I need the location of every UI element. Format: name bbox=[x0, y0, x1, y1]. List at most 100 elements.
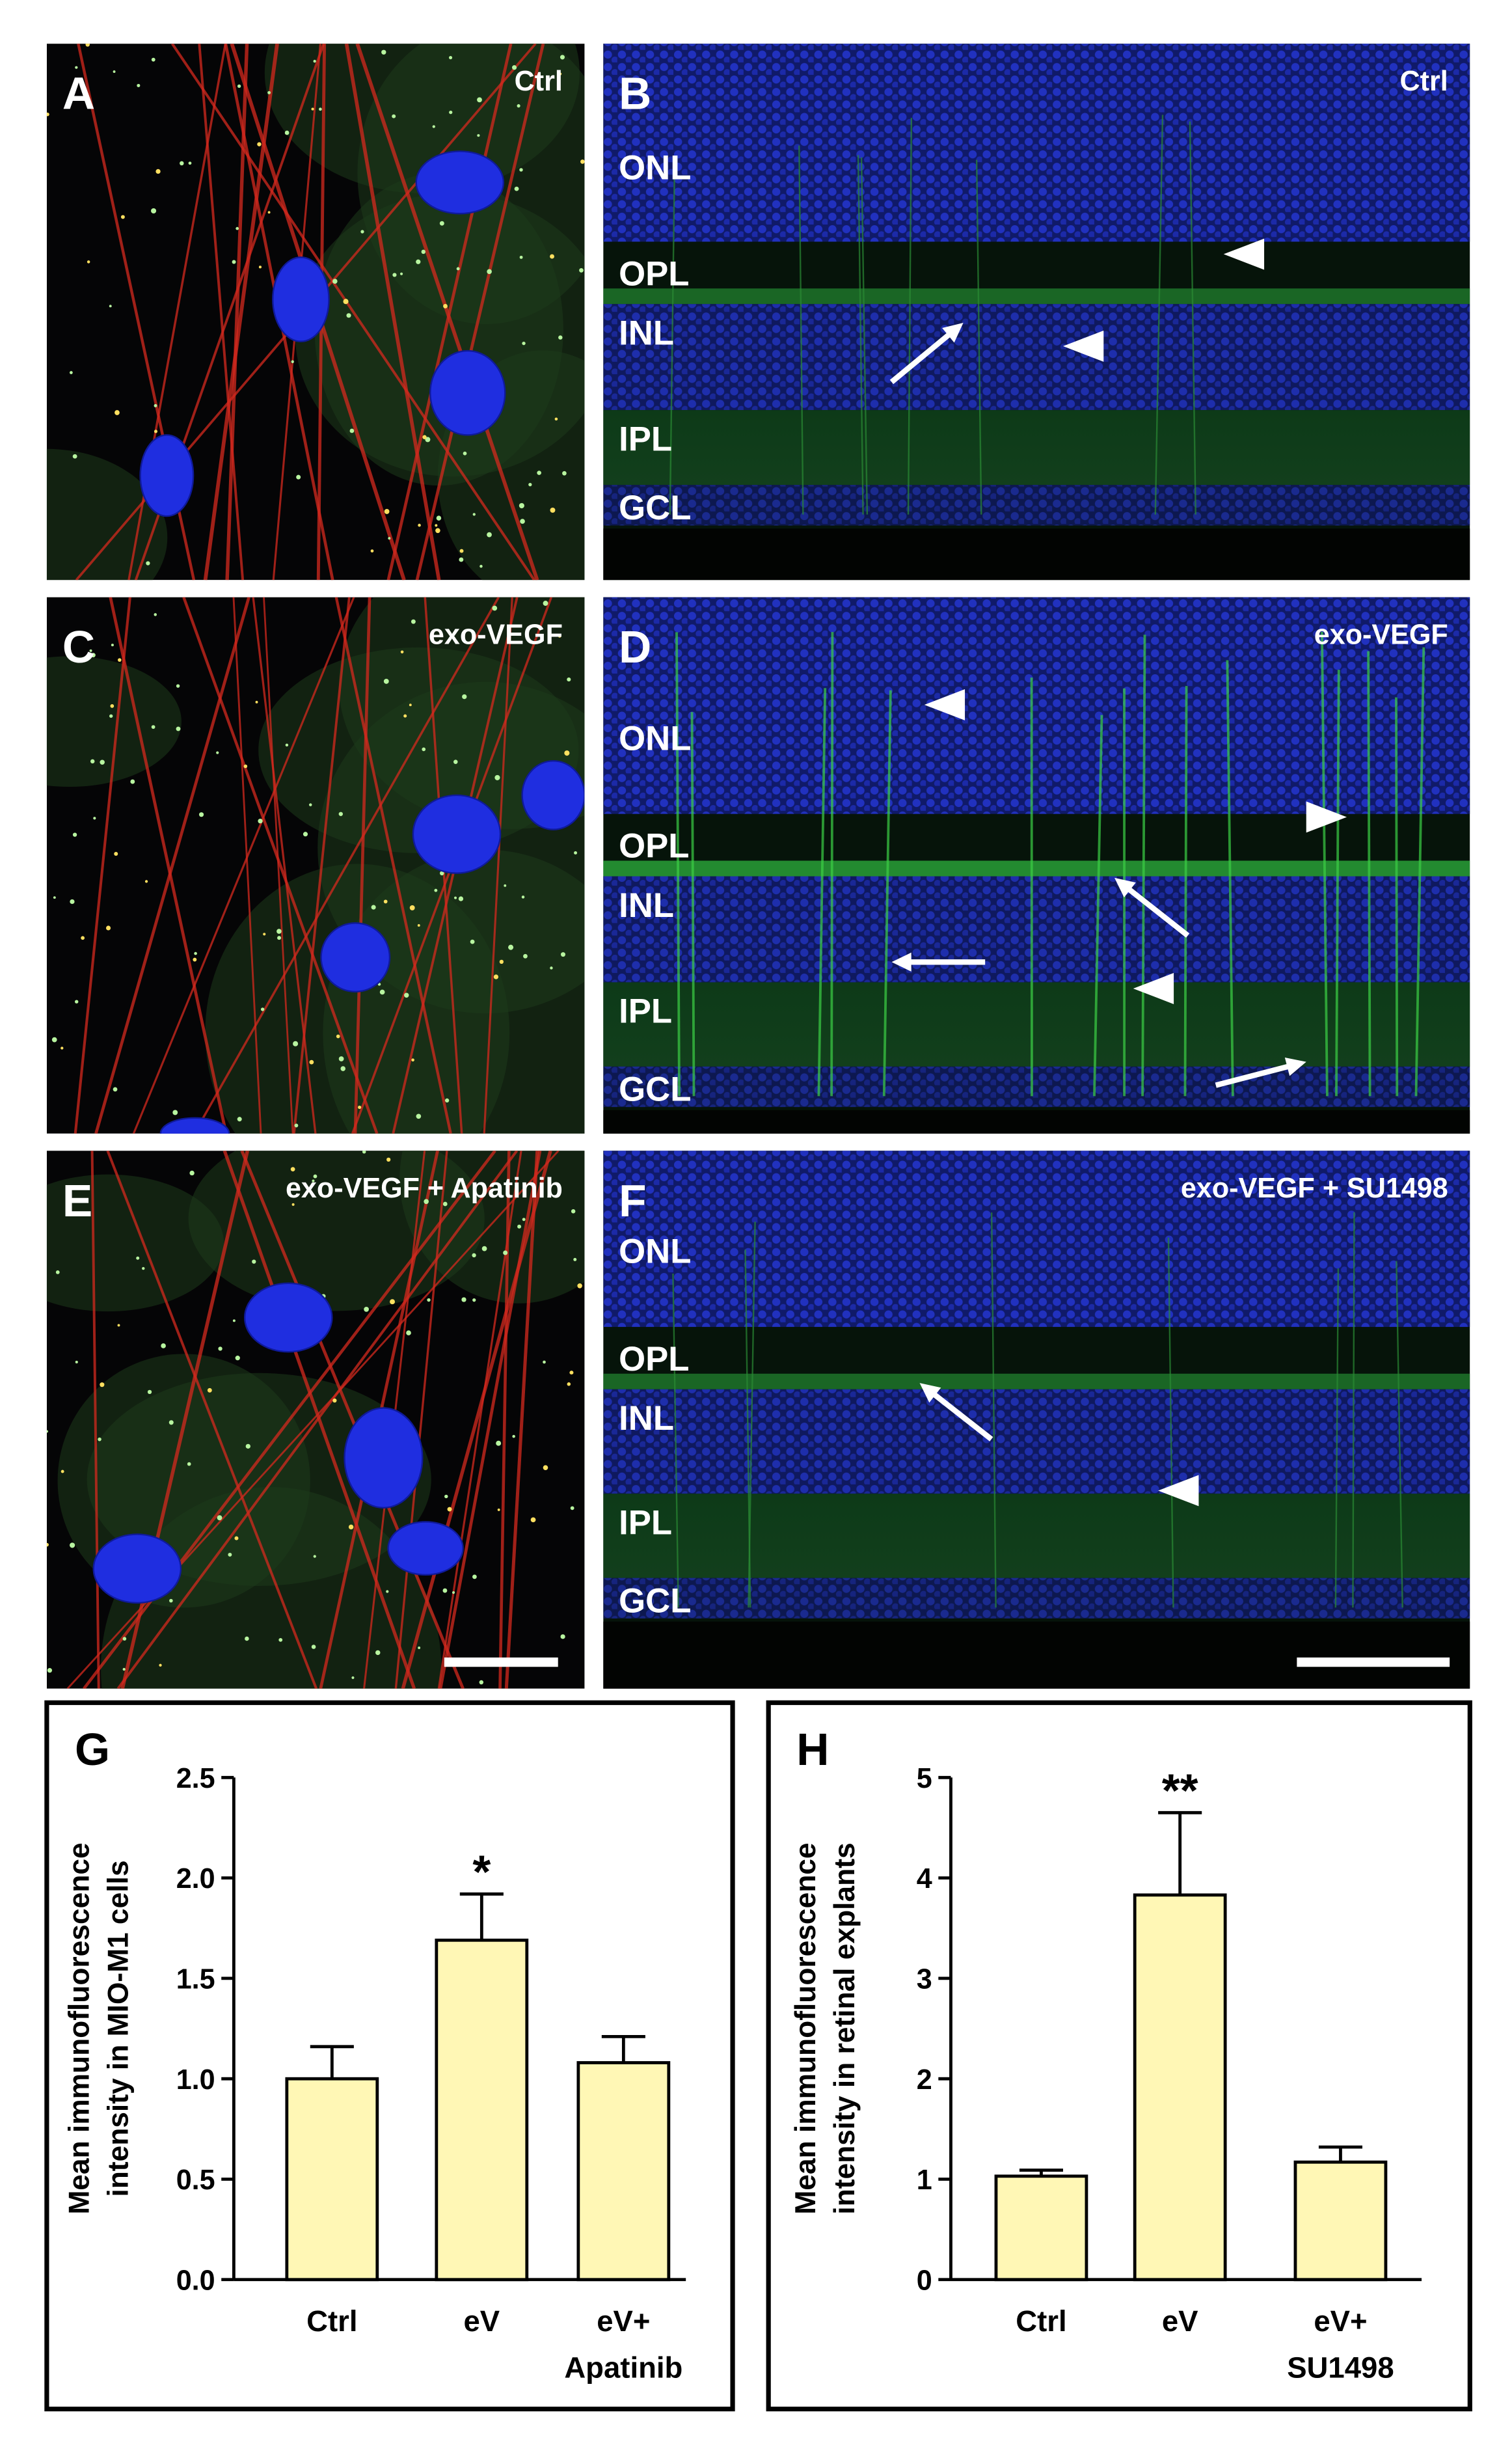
vesicle bbox=[511, 65, 517, 70]
actin-fiber bbox=[394, 1151, 448, 1689]
vesicle bbox=[439, 221, 444, 226]
vesicle bbox=[46, 1430, 48, 1433]
gcl-band bbox=[603, 485, 1470, 526]
layer-label: OPL bbox=[619, 827, 689, 866]
vesicle bbox=[543, 1360, 546, 1364]
arrow-head bbox=[919, 1383, 941, 1403]
muller-fiber bbox=[1367, 651, 1371, 1097]
vesicle bbox=[115, 410, 120, 415]
vesicle bbox=[453, 759, 458, 764]
vesicle bbox=[130, 779, 135, 784]
muller-fiber bbox=[817, 688, 827, 1097]
vesicle bbox=[439, 871, 444, 876]
arrow-shaft bbox=[1126, 886, 1190, 938]
actin-fiber bbox=[182, 597, 379, 1134]
muller-fiber bbox=[975, 159, 982, 515]
vesicle bbox=[360, 230, 364, 234]
vesicle bbox=[311, 107, 314, 111]
muller-fiber bbox=[675, 632, 681, 1097]
vesicle bbox=[537, 471, 541, 475]
vesicle bbox=[46, 1542, 49, 1547]
condition-label: Ctrl bbox=[515, 66, 563, 97]
x-tick-label: eV bbox=[463, 2304, 500, 2338]
actin-fiber bbox=[386, 44, 513, 581]
vesicle bbox=[456, 267, 460, 271]
layer-label: OPL bbox=[619, 254, 689, 293]
vesicle bbox=[448, 55, 453, 60]
layer-label: ONL bbox=[619, 1233, 691, 1271]
vesicle bbox=[308, 803, 312, 806]
vesicle bbox=[338, 1056, 344, 1061]
vesicle bbox=[161, 1343, 166, 1348]
vesicle bbox=[90, 759, 95, 764]
vesicle bbox=[332, 279, 338, 284]
y-tick-label: 1.5 bbox=[176, 1963, 215, 1995]
vesicle bbox=[75, 1360, 78, 1364]
vesicle bbox=[519, 255, 523, 259]
actin-fiber bbox=[74, 597, 131, 1134]
vesicle bbox=[521, 895, 525, 899]
vesicle bbox=[444, 1494, 448, 1499]
vesicle bbox=[550, 254, 554, 259]
muller-fiber bbox=[1093, 715, 1103, 1097]
vesicle bbox=[487, 532, 492, 538]
actin-fiber bbox=[94, 597, 250, 1134]
nucleus bbox=[320, 922, 391, 992]
vesicle bbox=[277, 936, 282, 940]
vesicle bbox=[435, 528, 440, 534]
vesicle bbox=[520, 519, 525, 524]
vesicle bbox=[147, 1389, 152, 1395]
vesicle bbox=[421, 249, 426, 254]
bar bbox=[1133, 1893, 1227, 2282]
vesicle bbox=[267, 90, 271, 94]
vesicle bbox=[409, 905, 415, 910]
vesicle bbox=[237, 1117, 242, 1122]
chart-frame bbox=[766, 1700, 1472, 2412]
micrograph-content bbox=[603, 597, 1470, 1134]
vesicle bbox=[411, 619, 416, 624]
arrow-head bbox=[942, 322, 964, 343]
vesicle bbox=[530, 1517, 536, 1523]
nucleus bbox=[243, 1282, 333, 1353]
vesicle bbox=[386, 1590, 389, 1593]
arrowhead-marker bbox=[1306, 801, 1347, 833]
vesicle bbox=[479, 1680, 484, 1685]
panel-letter: C bbox=[62, 622, 95, 672]
vesicle bbox=[508, 944, 514, 950]
vesicle bbox=[558, 335, 563, 340]
micrograph-content bbox=[46, 1151, 585, 1689]
micrograph bbox=[603, 1151, 1470, 1689]
vesicle bbox=[554, 417, 558, 421]
vesicle bbox=[122, 1667, 126, 1671]
nucleus bbox=[412, 794, 502, 874]
vesicle bbox=[496, 1440, 502, 1446]
vesicle bbox=[151, 725, 155, 729]
vesicle bbox=[422, 435, 427, 439]
ipl-band bbox=[603, 1494, 1470, 1578]
muller-fiber bbox=[690, 712, 695, 1097]
vesicle bbox=[348, 1524, 354, 1530]
vesicle bbox=[424, 1199, 429, 1205]
panel-letter: D bbox=[619, 622, 651, 672]
vesicle bbox=[146, 561, 150, 566]
vesicle bbox=[93, 817, 96, 820]
vesicle bbox=[494, 774, 500, 780]
vesicle bbox=[53, 896, 56, 899]
bar bbox=[435, 1938, 529, 2282]
vesicle bbox=[332, 1398, 337, 1403]
vesicle bbox=[371, 905, 376, 910]
condition-label: exo-VEGF bbox=[429, 620, 563, 651]
y-axis-label: Mean immunofluorescence bbox=[790, 1842, 822, 2214]
vesicle bbox=[550, 507, 556, 513]
vesicle bbox=[105, 925, 111, 931]
muller-fiber bbox=[748, 1222, 756, 1608]
vesicle bbox=[400, 650, 404, 654]
layer-label: GCL bbox=[619, 1581, 691, 1620]
vesicle bbox=[390, 1299, 395, 1305]
vesicle bbox=[236, 226, 239, 230]
vesicle bbox=[144, 880, 148, 883]
actin-fiber bbox=[193, 597, 500, 1134]
muller-fiber bbox=[860, 157, 869, 515]
muller-fiber bbox=[1141, 635, 1146, 1097]
